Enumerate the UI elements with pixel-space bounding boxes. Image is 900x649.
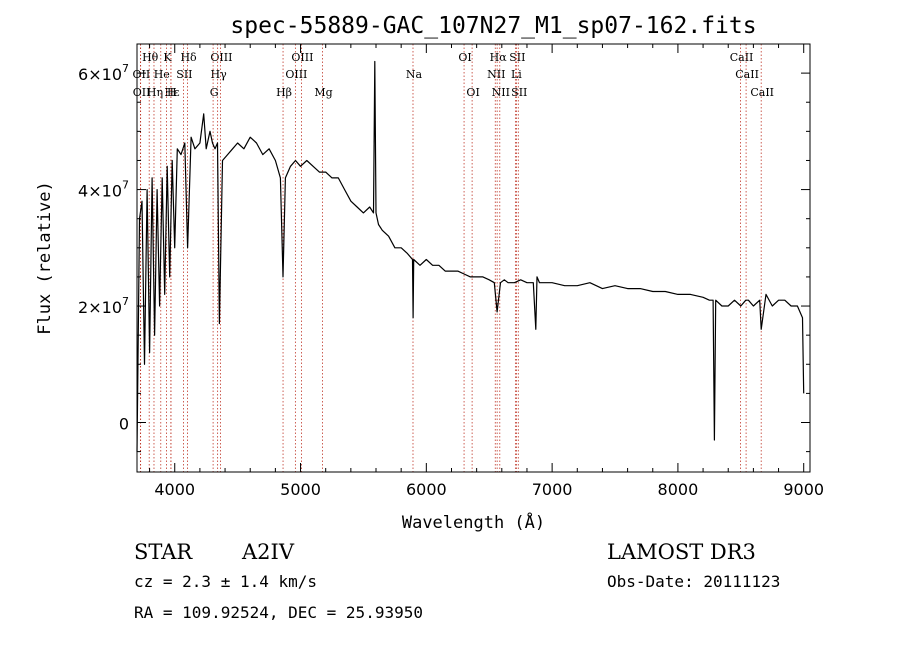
y-tick-label: 0 (119, 415, 129, 434)
line-label-4: Hε (164, 86, 180, 99)
y-tick-label: 6×107 (78, 62, 129, 84)
x-tick-label: 6000 (406, 480, 447, 499)
line-label-21: SII (509, 51, 525, 64)
x-tick-label: 9000 (783, 480, 824, 499)
y-tick-label: 2×107 (78, 295, 129, 317)
plot-frame (136, 43, 811, 473)
line-label-9: Hδ (180, 51, 197, 64)
line-label-28: CaII (750, 86, 774, 99)
y-tick-label: 4×107 (78, 179, 129, 201)
x-tick-label: 7000 (532, 480, 573, 499)
line-label-10: OIII (210, 51, 232, 64)
line-label-8: SII (176, 68, 192, 81)
line-label-19: OI (466, 86, 479, 99)
survey-name: LAMOST DR3 (607, 540, 756, 564)
line-label-23: Li (511, 68, 522, 81)
line-label-17: Na (406, 68, 423, 81)
line-label-11: Hγ (211, 68, 228, 81)
obs-date: Obs-Date: 20111123 (607, 572, 781, 591)
line-label-6: K (163, 51, 172, 64)
line-label-3: He (154, 68, 170, 81)
x-tick-label: 5000 (280, 480, 321, 499)
line-label-14: OIII (285, 68, 307, 81)
y-axis-title: Flux (relative) (35, 181, 55, 335)
line-label-13: OIII (291, 51, 313, 64)
line-label-26: CaII (730, 51, 754, 64)
line-label-22: NII (487, 68, 505, 81)
redshift-value: cz = 2.3 ± 1.4 km/s (134, 572, 318, 591)
line-label-7: H (167, 86, 177, 99)
line-label-18: OI (458, 51, 471, 64)
line-label-25: SII (511, 86, 527, 99)
spectrum-line (136, 60, 805, 452)
spectrum-chart: spec-55889-GAC_107N27_M1_sp07-162.fits Hθ… (35, 13, 824, 533)
object-subclass: A2IV (242, 540, 294, 564)
line-label-15: Hβ (276, 86, 292, 99)
line-label-5: Hη (147, 86, 163, 99)
x-tick-label: 4000 (154, 480, 195, 499)
line-label-20: Hα (490, 51, 508, 64)
x-tick-label: 8000 (658, 480, 699, 499)
coordinates: RA = 109.92524, DEC = 25.93950 (134, 603, 423, 622)
line-label-16: Mg (314, 86, 332, 99)
object-class: STAR (134, 540, 193, 564)
line-label-27: CaII (735, 68, 759, 81)
line-label-0: Hθ (142, 51, 159, 64)
x-axis-title: Wavelength (Å) (402, 511, 545, 533)
chart-title: spec-55889-GAC_107N27_M1_sp07-162.fits (230, 13, 756, 39)
line-label-12: G (210, 86, 219, 99)
line-label-1: OII (133, 68, 151, 81)
line-label-24: NII (492, 86, 510, 99)
